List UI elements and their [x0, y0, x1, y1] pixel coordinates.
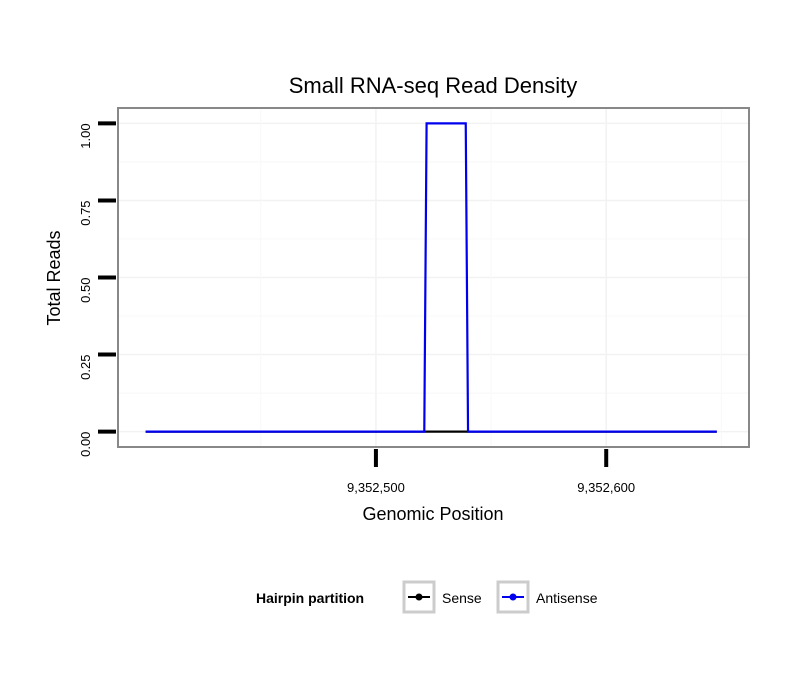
plot-panel-border — [117, 107, 750, 448]
x-tick-label-0: 9,352,500 — [347, 480, 405, 495]
legend-entry-sense: Sense — [402, 580, 482, 614]
y-tick-label-2: 0.50 — [78, 278, 93, 303]
x-tick-label-1: 9,352,600 — [577, 480, 635, 495]
legend: Hairpin partition Sense Antisense — [256, 580, 598, 614]
y-axis: 0.00 0.25 0.50 0.75 1.00 — [78, 121, 116, 457]
legend-point-sense — [415, 593, 423, 601]
legend-entry-antisense: Antisense — [496, 580, 598, 614]
grid — [118, 108, 749, 447]
y-tick-label-0: 0.00 — [78, 432, 93, 457]
chart-title: Small RNA-seq Read Density — [289, 73, 578, 98]
y-axis-title: Total Reads — [44, 230, 64, 325]
legend-label-sense: Sense — [442, 590, 482, 606]
series-layer — [145, 122, 717, 433]
y-tick-label-3: 0.75 — [78, 200, 93, 225]
legend-label-antisense: Antisense — [536, 590, 598, 606]
legend-title: Hairpin partition — [256, 590, 364, 606]
y-tick-label-1: 0.25 — [78, 355, 93, 380]
x-axis: 9,352,500 9,352,600 — [347, 449, 635, 495]
x-axis-title: Genomic Position — [362, 504, 503, 524]
legend-point-antisense — [509, 593, 517, 601]
series-line-antisense — [145, 122, 717, 433]
y-tick-label-4: 1.00 — [78, 123, 93, 148]
